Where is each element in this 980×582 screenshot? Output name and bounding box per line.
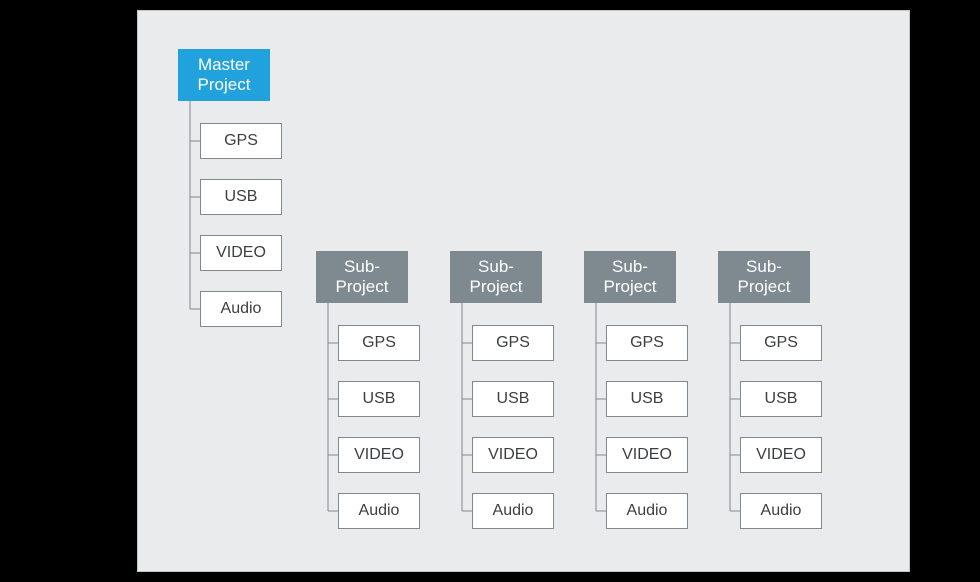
master-leaf-usb: USB — [200, 179, 282, 215]
sub2-leaf-video: VIDEO — [472, 437, 554, 473]
master-leaf-gps: GPS — [200, 123, 282, 159]
sub2-head: Sub- Project — [450, 251, 542, 303]
master-leaf-audio: Audio — [200, 291, 282, 327]
sub4-leaf-gps: GPS — [740, 325, 822, 361]
sub2-leaf-audio: Audio — [472, 493, 554, 529]
sub1-leaf-video: VIDEO — [338, 437, 420, 473]
master-head: Master Project — [178, 49, 270, 101]
sub1-leaf-audio: Audio — [338, 493, 420, 529]
sub4-leaf-audio: Audio — [740, 493, 822, 529]
sub4-leaf-usb: USB — [740, 381, 822, 417]
sub3-leaf-audio: Audio — [606, 493, 688, 529]
sub3-leaf-video: VIDEO — [606, 437, 688, 473]
sub3-head: Sub- Project — [584, 251, 676, 303]
sub1-head: Sub- Project — [316, 251, 408, 303]
sub4-leaf-video: VIDEO — [740, 437, 822, 473]
sub4-head: Sub- Project — [718, 251, 810, 303]
sub2-leaf-gps: GPS — [472, 325, 554, 361]
sub3-leaf-usb: USB — [606, 381, 688, 417]
diagram-frame: Master Project GPS USB VIDEO Audio Sub- Proje… — [137, 10, 910, 572]
sub1-leaf-gps: GPS — [338, 325, 420, 361]
master-leaf-video: VIDEO — [200, 235, 282, 271]
sub3-leaf-gps: GPS — [606, 325, 688, 361]
sub1-leaf-usb: USB — [338, 381, 420, 417]
sub2-leaf-usb: USB — [472, 381, 554, 417]
